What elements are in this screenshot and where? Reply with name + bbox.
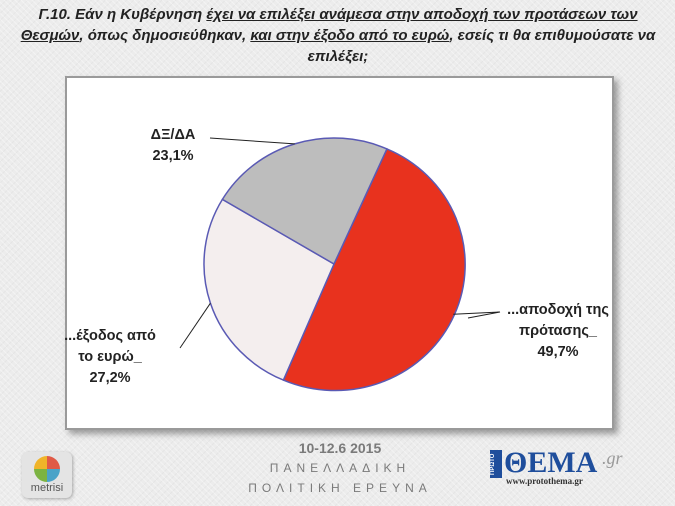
pie-slice-exit (203, 198, 335, 382)
metrisi-logo: metrisi (22, 452, 72, 498)
thema-name: ΘΕΜΑ (504, 446, 598, 479)
survey-type-line1: ΠΑΝΕΛΛΑΔΙΚΗ (269, 461, 411, 475)
pie-slice-dont-know (221, 137, 388, 266)
thema-url: www.protothema.gr (506, 476, 583, 486)
leader-line-dont-know (209, 137, 295, 145)
slice-value-label: 23,1% (152, 148, 194, 164)
slice-value-label: 49,7% (537, 344, 579, 360)
slice-label-exit: ...έξοδος από το ευρώ_ 27,2% (50, 326, 170, 389)
title-part: , εσείς τι θα επιθυμούσατε να επιλέξει; (307, 27, 656, 65)
survey-date: 10-12.6 2015 (298, 440, 382, 456)
title-underlined-part: και στην έξοδο από το ευρώ (250, 27, 450, 44)
slice-label-line: πρότασης_ (519, 323, 597, 339)
chart-title: Γ.10. Εάν η Κυβέρνηση έχει να επιλέξει α… (8, 4, 668, 67)
title-part: , όπως δημοσιεύθηκαν, (79, 27, 251, 44)
slice-label-line: ...αποδοχή της (507, 302, 609, 318)
thema-prefix: ΠΡΩΤΟ (490, 450, 502, 478)
metrisi-flower-icon (34, 456, 60, 482)
slice-label-dont-know: ΔΞ/ΔΑ 23,1% (118, 125, 228, 167)
metrisi-logo-text: metrisi (30, 482, 64, 494)
slice-label-line: το ευρώ_ (78, 349, 142, 365)
protothema-logo: ΠΡΩΤΟ ΘΕΜΑ .gr www.protothema.gr (490, 446, 630, 490)
survey-type-line2: ΠΟΛΙΤΙΚΗ ΕΡΕΥΝΑ (248, 481, 432, 495)
slice-value-label: 27,2% (89, 370, 131, 386)
thema-suffix: .gr (602, 448, 623, 468)
title-part: Γ.10. Εάν η Κυβέρνηση (38, 6, 207, 23)
slice-label-line: ...έξοδος από (64, 328, 156, 344)
title-underlined-part: έχει να επιλέξει ανάμεσα στην αποδοχή τω… (20, 6, 638, 44)
slice-label-acceptance: ...αποδοχή της πρότασης_ 49,7% (488, 300, 628, 363)
slice-label-line: ΔΞ/ΔΑ (150, 127, 196, 143)
leader-line-acceptance (453, 311, 501, 319)
leader-line-exit (179, 302, 211, 349)
